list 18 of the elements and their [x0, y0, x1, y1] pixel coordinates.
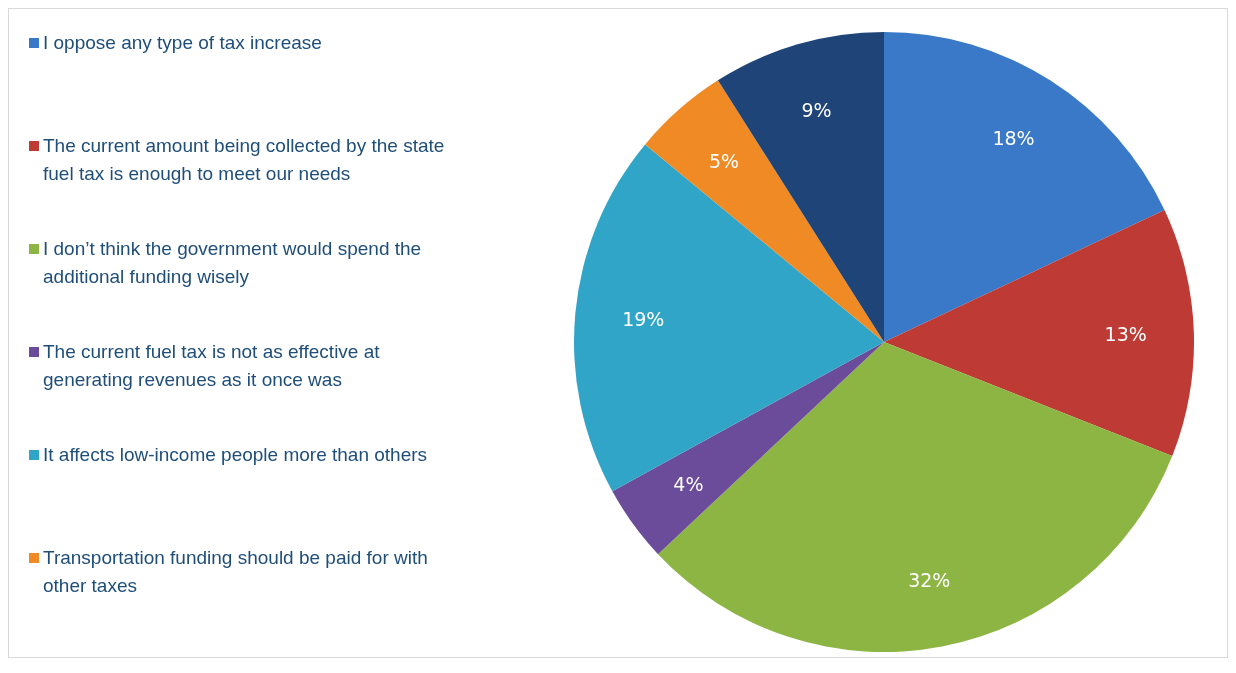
data-label: 18% — [992, 126, 1035, 149]
pie-slice — [574, 144, 884, 492]
data-label: 5% — [709, 149, 740, 172]
data-label: 9% — [801, 98, 832, 121]
legend-label: I don’t think the government would spend the additional funding wisely — [43, 237, 423, 289]
legend-label: The current amount being collected by the state fuel tax is enough to meet our needs — [43, 134, 446, 186]
pie-slice — [612, 342, 884, 555]
pie-slice — [884, 210, 1194, 457]
legend-label: I oppose any type of tax increase — [43, 31, 323, 55]
legend-label: It affects low-income people more than others — [43, 443, 429, 467]
data-label: 32% — [908, 568, 951, 591]
data-label: 19% — [622, 308, 665, 331]
legend-label: The current fuel tax is not as effective at generating revenues as it once was — [43, 340, 381, 392]
legend-label: Transportation funding should be paid for with other taxes — [43, 546, 429, 598]
pie-slice — [658, 342, 1173, 652]
pie-slice — [884, 32, 1165, 342]
data-label: 13% — [1104, 323, 1147, 346]
data-label: 4% — [673, 473, 704, 496]
